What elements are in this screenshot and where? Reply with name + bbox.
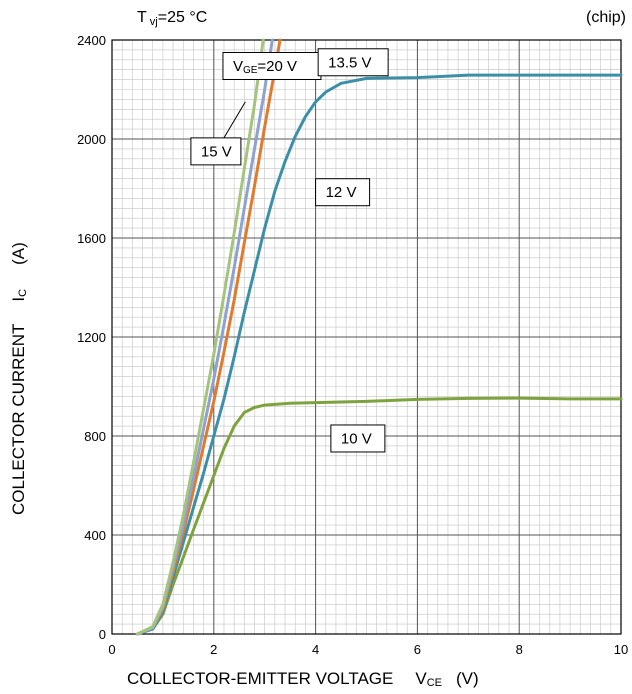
axis-ticks: 0 2 4 6 8 10 0 400 800 1200 1600 2000 2400 (77, 33, 628, 657)
x-tick-label: 4 (312, 642, 319, 657)
annotation-box: 15 V (190, 137, 242, 166)
plot-frame (111, 39, 622, 635)
annotation-label: 15 V (201, 143, 232, 160)
annotation-box: 10 V (330, 424, 386, 453)
series-group (135, 38, 623, 636)
x-tick-label: 0 (108, 642, 115, 657)
annotation-frame (315, 178, 371, 207)
annotation-label: VGE=20 V (233, 58, 297, 76)
series-line-20-v (135, 38, 265, 636)
annotation-frame (330, 424, 386, 453)
y-tick-label: 2000 (77, 132, 106, 147)
annotation-label: 12 V (326, 184, 357, 201)
x-tick-label: 10 (614, 642, 628, 657)
annotation-box: 12 V (315, 178, 371, 207)
scope-note: (chip) (586, 9, 626, 26)
y-tick-label: 400 (84, 528, 106, 543)
x-tick-label: 6 (414, 642, 421, 657)
series-line-12-v (135, 73, 623, 636)
annotation-frame (317, 48, 389, 77)
y-tick-label: 0 (99, 627, 106, 642)
annotation-frame (190, 137, 242, 166)
y-axis-label: COLLECTOR CURRENTIC(A) (9, 242, 29, 515)
annotation-box: 13.5 V (317, 48, 389, 77)
series-line-10-v (135, 396, 623, 636)
y-tick-label: 1200 (77, 330, 106, 345)
x-tick-label: 2 (210, 642, 217, 657)
x-axis-label: COLLECTOR-EMITTER VOLTAGE VCE (V) (127, 669, 479, 689)
x-tick-label: 8 (516, 642, 523, 657)
grid (111, 39, 622, 635)
annotation-label: 10 V (341, 430, 372, 447)
annotation-box: VGE=20 V (222, 51, 322, 80)
annotations: VGE=20 V 13.5 V 15 V 12 V 10 V (190, 48, 389, 453)
y-tick-label: 800 (84, 429, 106, 444)
annotation-label: 13.5 V (328, 54, 371, 71)
y-tick-label: 1600 (77, 231, 106, 246)
y-tick-label: 2400 (77, 33, 106, 48)
